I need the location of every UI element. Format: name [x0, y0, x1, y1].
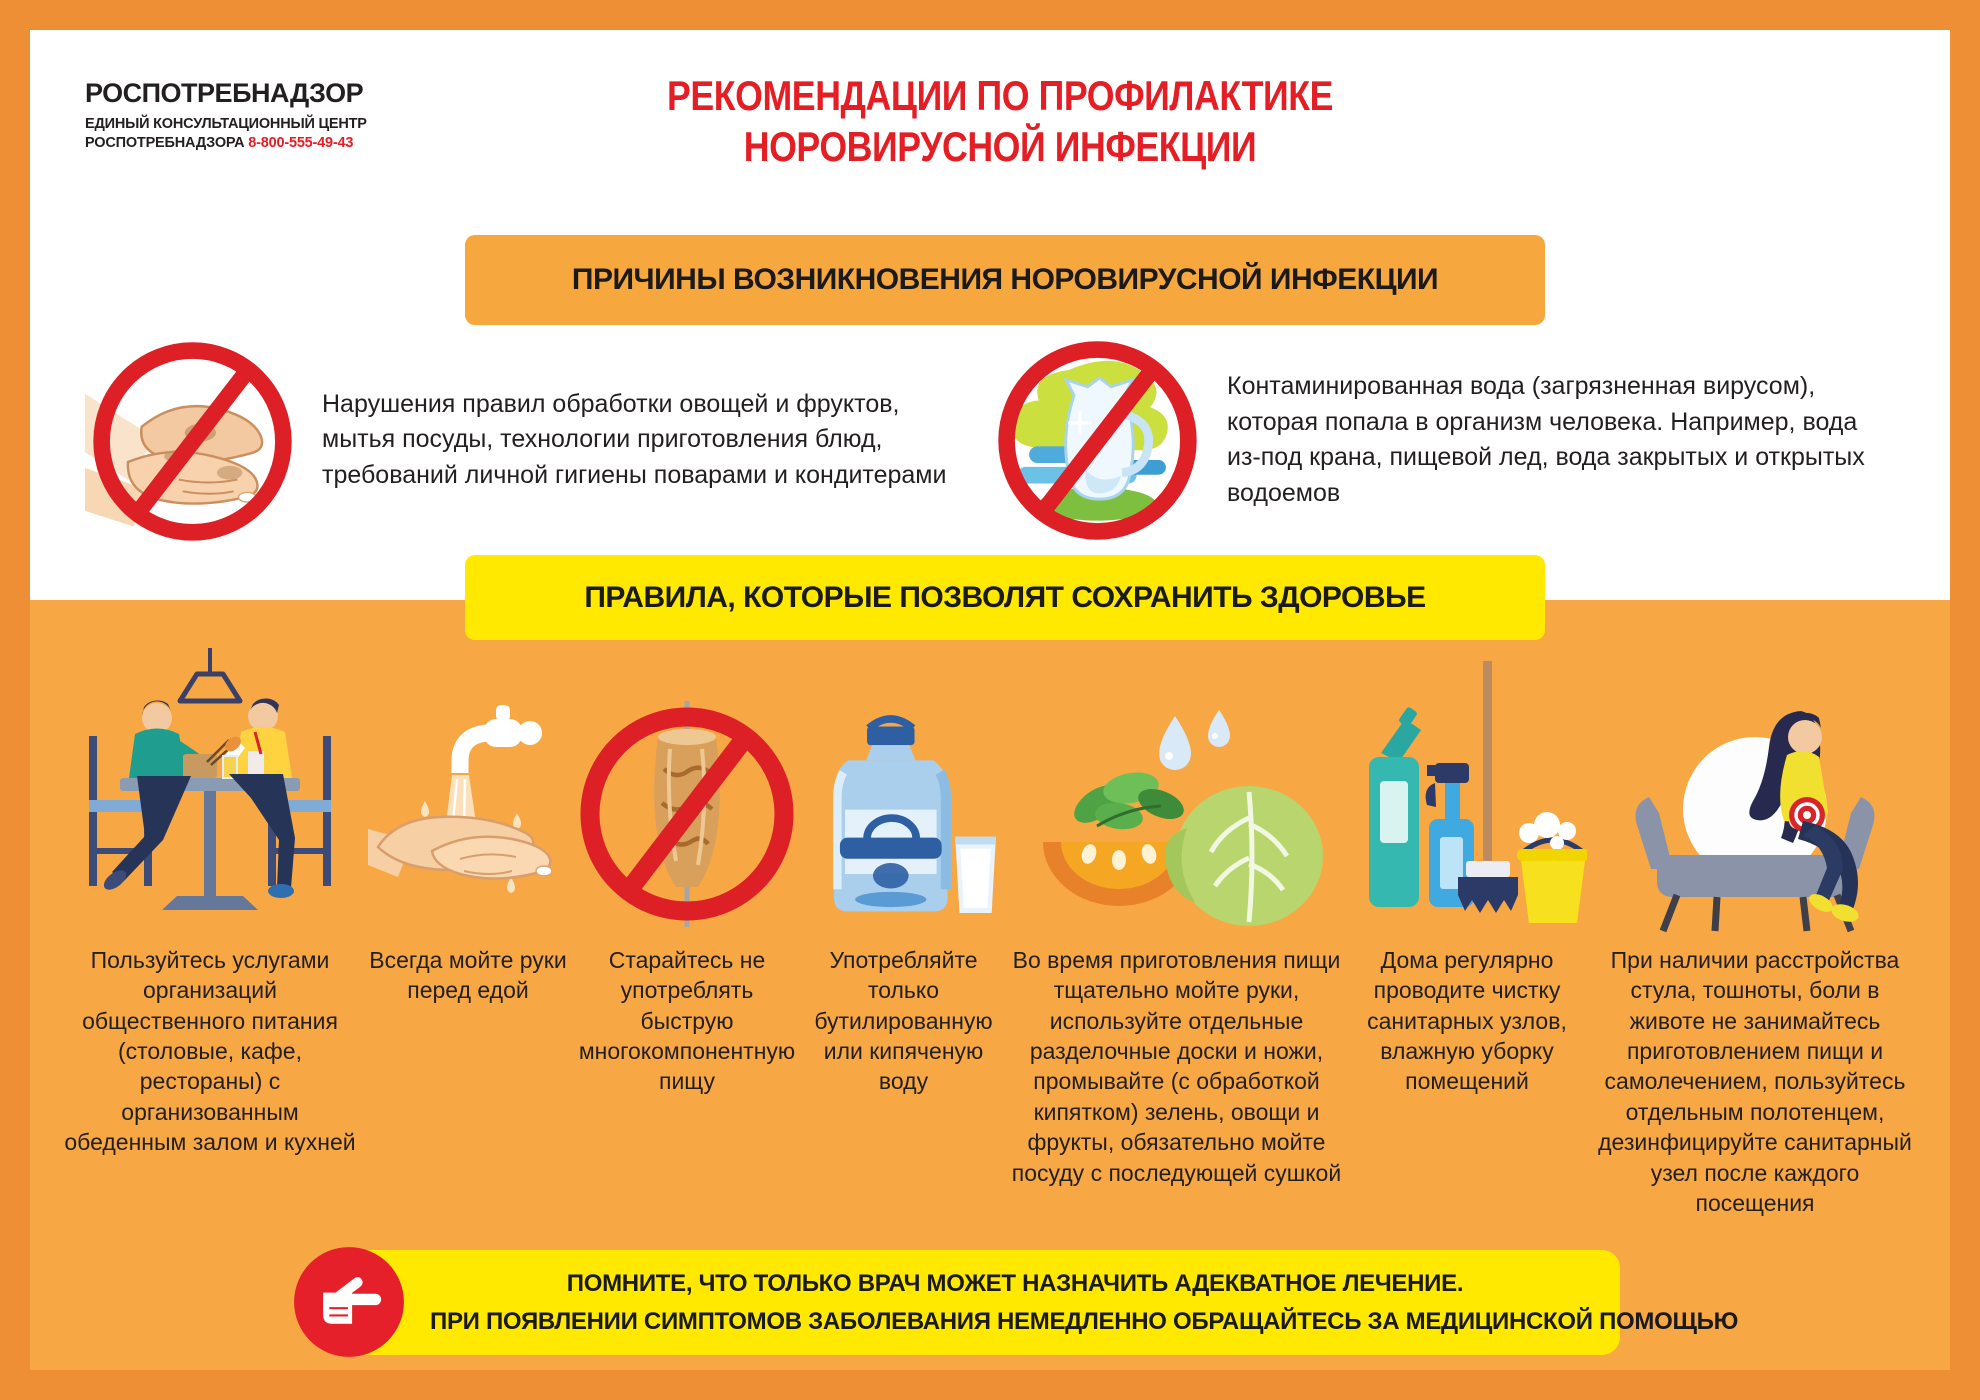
rules-banner: ПРАВИЛА, КОТОРЫЕ ПОЗВОЛЯТ СОХРАНИТЬ ЗДОР… [465, 555, 1545, 640]
page-title: РЕКОМЕНДАЦИИ ПО ПРОФИЛАКТИКЕ НОРОВИРУСНО… [524, 70, 1476, 172]
causes-row: Нарушения правил обработки овощей и фрук… [85, 330, 1895, 550]
rule-illustration-box [574, 645, 800, 933]
rule-item-illness-behavior: При наличии расстройства стула, тошноты,… [1590, 645, 1920, 1218]
rule-illustration-box [1027, 645, 1327, 933]
wash-hands-illustration [368, 705, 553, 893]
logo-block: РОСПОТРЕБНАДЗОР ЕДИНЫЙ КОНСУЛЬТАЦИОННЫЙ … [85, 78, 415, 153]
no-contaminated-water-icon [998, 340, 1197, 540]
footer-line1: ПОМНИТЕ, ЧТО ТОЛЬКО ВРАЧ МОЖЕТ НАЗНАЧИТЬ… [566, 1270, 1464, 1298]
rule-item-wash-hands: Всегда мойте руки перед едой [368, 645, 568, 1006]
no-fast-food-illustration [580, 701, 794, 927]
rule-caption: Пользуйтесь услугами организаций обществ… [64, 947, 356, 1156]
no-dirty-hands-icon [85, 341, 292, 541]
rule-illustration-box [1605, 645, 1905, 933]
rule-caption: Всегда мойте руки перед едой [369, 947, 567, 1004]
rule-illustration-box [1347, 645, 1587, 933]
bottled-water-illustration [833, 715, 996, 914]
rules-section-background [30, 600, 1950, 1370]
cause-item-contaminated-water: Контаминированная вода (загрязненная вир… [990, 330, 1895, 550]
rule-caption: Старайтесь не употреблять быструю многок… [578, 947, 796, 1095]
rule-illustration-box [65, 645, 355, 933]
poster-sheet: РОСПОТРЕБНАДЗОР ЕДИНЫЙ КОНСУЛЬТАЦИОННЫЙ … [30, 30, 1950, 1370]
page-title-line2: НОРОВИРУСНОЙ ИНФЕКЦИИ [743, 123, 1257, 171]
rule-item-bottled-water: Употребляйте только бутилированную или к… [806, 645, 1001, 1097]
footer-banner: ПОМНИТЕ, ЧТО ТОЛЬКО ВРАЧ МОЖЕТ НАЗНАЧИТЬ… [294, 1247, 1739, 1357]
cause-text: Контаминированная вода (загрязненная вир… [1227, 372, 1865, 507]
cafe-dining-illustration [89, 648, 331, 910]
cause-item-dirty-hands: Нарушения правил обработки овощей и фрук… [85, 330, 990, 550]
rule-illustration-box [806, 645, 1001, 933]
rule-item-public-catering: Пользуйтесь услугами организаций обществ… [60, 645, 360, 1158]
rule-illustration-box [368, 645, 568, 933]
hotline-phone-number: 8-800-555-49-43 [248, 134, 354, 151]
rule-item-home-cleaning: Дома регулярно проводите чистку санитарн… [1352, 645, 1587, 1097]
logo-title: РОСПОТРЕБНАДЗОР [85, 78, 364, 108]
causes-banner: ПРИЧИНЫ ВОЗНИКНОВЕНИЯ НОРОВИРУСНОЙ ИНФЕК… [465, 235, 1545, 325]
rule-caption: Употребляйте только бутилированную или к… [814, 947, 993, 1095]
pointing-hand-icon [294, 1247, 404, 1357]
logo-subtitle-line1: ЕДИНЫЙ КОНСУЛЬТАЦИОННЫЙ ЦЕНТР [85, 116, 367, 132]
sick-person-illustration [1635, 711, 1875, 933]
footer-line2: ПРИ ПОЯВЛЕНИИ СИМПТОМОВ ЗАБОЛЕВАНИЯ НЕМЕ… [430, 1307, 1739, 1335]
rule-caption: При наличии расстройства стула, тошноты,… [1598, 947, 1912, 1216]
rule-caption: Дома регулярно проводите чистку санитарн… [1367, 947, 1567, 1095]
cause-text: Нарушения правил обработки овощей и фрук… [322, 389, 947, 489]
logo-subtitle-line2: РОСПОТРЕБНАДЗОРА [85, 134, 245, 151]
rule-item-cooking-hygiene: Во время приготовления пищи тщательно мо… [1009, 645, 1344, 1188]
rules-row: Пользуйтесь услугами организаций обществ… [60, 645, 1920, 1218]
home-cleaning-illustration [1369, 661, 1587, 923]
logo-subtitle: ЕДИНЫЙ КОНСУЛЬТАЦИОННЫЙ ЦЕНТР РОСПОТРЕБН… [85, 115, 415, 153]
rule-item-no-fast-food: Старайтесь не употреблять быструю многок… [576, 645, 798, 1097]
rule-caption: Во время приготовления пищи тщательно мо… [1011, 947, 1342, 1186]
page-title-line1: РЕКОМЕНДАЦИИ ПО ПРОФИЛАКТИКЕ [667, 72, 1333, 119]
washing-vegetables-illustration [1042, 710, 1323, 926]
